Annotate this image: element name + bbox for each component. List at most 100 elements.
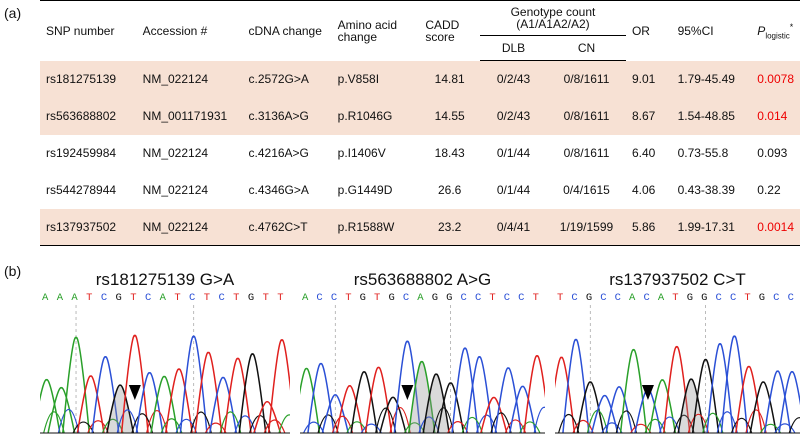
peak-A xyxy=(62,336,91,434)
cell-cdna: c.4216A>G xyxy=(248,146,309,160)
cell-ci: 0.73-55.8 xyxy=(677,146,729,160)
base-letter: T xyxy=(233,292,240,304)
base-letter: T xyxy=(532,292,540,304)
snp-table: SNP number Accession # cDNA change Amino… xyxy=(40,0,800,246)
cell-aa: p.G1449D xyxy=(337,183,393,197)
cell-cadd: 23.2 xyxy=(419,208,480,246)
peak-C xyxy=(465,356,494,434)
minor-peak xyxy=(219,411,242,434)
cell-aa: p.I1406V xyxy=(337,146,386,160)
minor-peak xyxy=(43,411,65,434)
cell-acc: NM_022124 xyxy=(136,208,243,246)
peak-T xyxy=(523,355,545,434)
base-letter: C xyxy=(100,292,108,304)
base-letter: C xyxy=(614,292,622,304)
minor-peak xyxy=(558,413,580,434)
base-letter: C xyxy=(600,292,608,304)
chromatogram-trace xyxy=(40,305,290,434)
base-letter: T xyxy=(174,292,182,304)
cell-or: 4.06 xyxy=(631,183,656,197)
variant-arrow-icon xyxy=(401,385,414,400)
base-letter: T xyxy=(130,292,138,304)
minor-peak xyxy=(278,414,290,434)
minor-peak xyxy=(572,419,594,434)
chromatogram-trace xyxy=(300,305,545,434)
base-letter: T xyxy=(277,292,285,304)
cell-cdna: c.4762C>T xyxy=(242,208,332,246)
table-row: rs544278944 NM_022124 c.4346G>A p.G1449D 26.… xyxy=(40,172,800,209)
base-letter: C xyxy=(787,292,795,304)
header-cadd: CADD score xyxy=(419,0,480,61)
minor-peak xyxy=(432,407,455,434)
peak-T xyxy=(164,368,193,434)
base-letter: T xyxy=(86,292,93,304)
cell-or: 8.67 xyxy=(631,109,656,123)
base-letter: C xyxy=(402,292,410,304)
cell-dlb: 0/4/41 xyxy=(479,208,548,246)
peak-C xyxy=(763,370,792,434)
minor-peak xyxy=(116,409,139,434)
base-letter: C xyxy=(474,292,482,304)
base-letter: T xyxy=(672,292,680,304)
base-letter: A xyxy=(42,292,49,304)
cell-cdna: c.2572G>A xyxy=(248,72,309,86)
minor-peak xyxy=(461,416,483,434)
cell-ci: 1.79-45.49 xyxy=(677,72,735,86)
peak-C xyxy=(91,356,120,434)
header-cdna: cDNA change xyxy=(242,0,332,61)
base-letter: C xyxy=(316,292,324,304)
peak-G xyxy=(238,353,267,434)
variant-arrow-icon xyxy=(641,385,654,400)
minor-peak xyxy=(331,415,354,434)
table-row: rs563688802 NM_001171931 c.3136A>G p.R1046G… xyxy=(40,97,800,135)
cell-dlb: 0/1/44 xyxy=(496,183,531,197)
base-letter: A xyxy=(629,292,636,304)
peak-C xyxy=(508,385,537,434)
minor-peak xyxy=(57,409,80,434)
header-amino: Amino acid change xyxy=(331,0,420,61)
minor-peak xyxy=(317,414,339,434)
minor-peak xyxy=(131,413,154,434)
variant-arrow-icon xyxy=(128,385,141,400)
peak-G xyxy=(749,381,777,434)
peak-G xyxy=(106,384,135,434)
peak-T xyxy=(663,346,691,434)
minor-peak xyxy=(774,423,796,434)
minor-peak xyxy=(519,421,541,434)
peak-C xyxy=(494,367,522,434)
base-letter: G xyxy=(247,292,255,304)
base-letter: C xyxy=(773,292,780,304)
minor-peak xyxy=(615,410,638,434)
minor-peak xyxy=(418,416,440,434)
peak-T xyxy=(120,334,149,434)
minor-peak xyxy=(687,413,710,434)
minor-peak xyxy=(658,416,681,434)
peak-G xyxy=(691,358,720,434)
minor-peak xyxy=(248,414,271,434)
cell-dlb: 0/1/44 xyxy=(496,146,531,160)
base-letter: C xyxy=(503,292,511,304)
minor-peak xyxy=(673,414,695,434)
base-letter: T xyxy=(203,292,211,304)
cell-ci: 1.99-17.31 xyxy=(671,208,752,246)
minor-peak xyxy=(389,407,411,434)
base-letter: C xyxy=(643,292,651,304)
minor-peak xyxy=(533,406,545,434)
peak-C xyxy=(706,343,734,434)
peak-G xyxy=(436,382,465,434)
peak-T xyxy=(267,339,290,434)
minor-peak xyxy=(745,409,767,434)
cell-cadd: 14.55 xyxy=(434,109,465,123)
base-letter: A xyxy=(657,292,665,304)
chromatogram-title: rs137937502 C>T xyxy=(609,270,746,289)
base-letter: T xyxy=(345,292,353,304)
base-letter: A xyxy=(159,292,167,304)
cell-or: 6.40 xyxy=(631,146,656,160)
header-or: OR xyxy=(625,0,672,61)
table-row: rs137937502 NM_022124 c.4762C>T p.R1588W 23.… xyxy=(40,208,800,246)
peak-T xyxy=(194,351,223,434)
chromatogram-title: rs563688802 A>G xyxy=(353,270,492,289)
cell-snp: rs544278944 xyxy=(46,183,117,197)
base-letter: G xyxy=(585,292,593,304)
panel-b-label: (b) xyxy=(4,263,22,279)
